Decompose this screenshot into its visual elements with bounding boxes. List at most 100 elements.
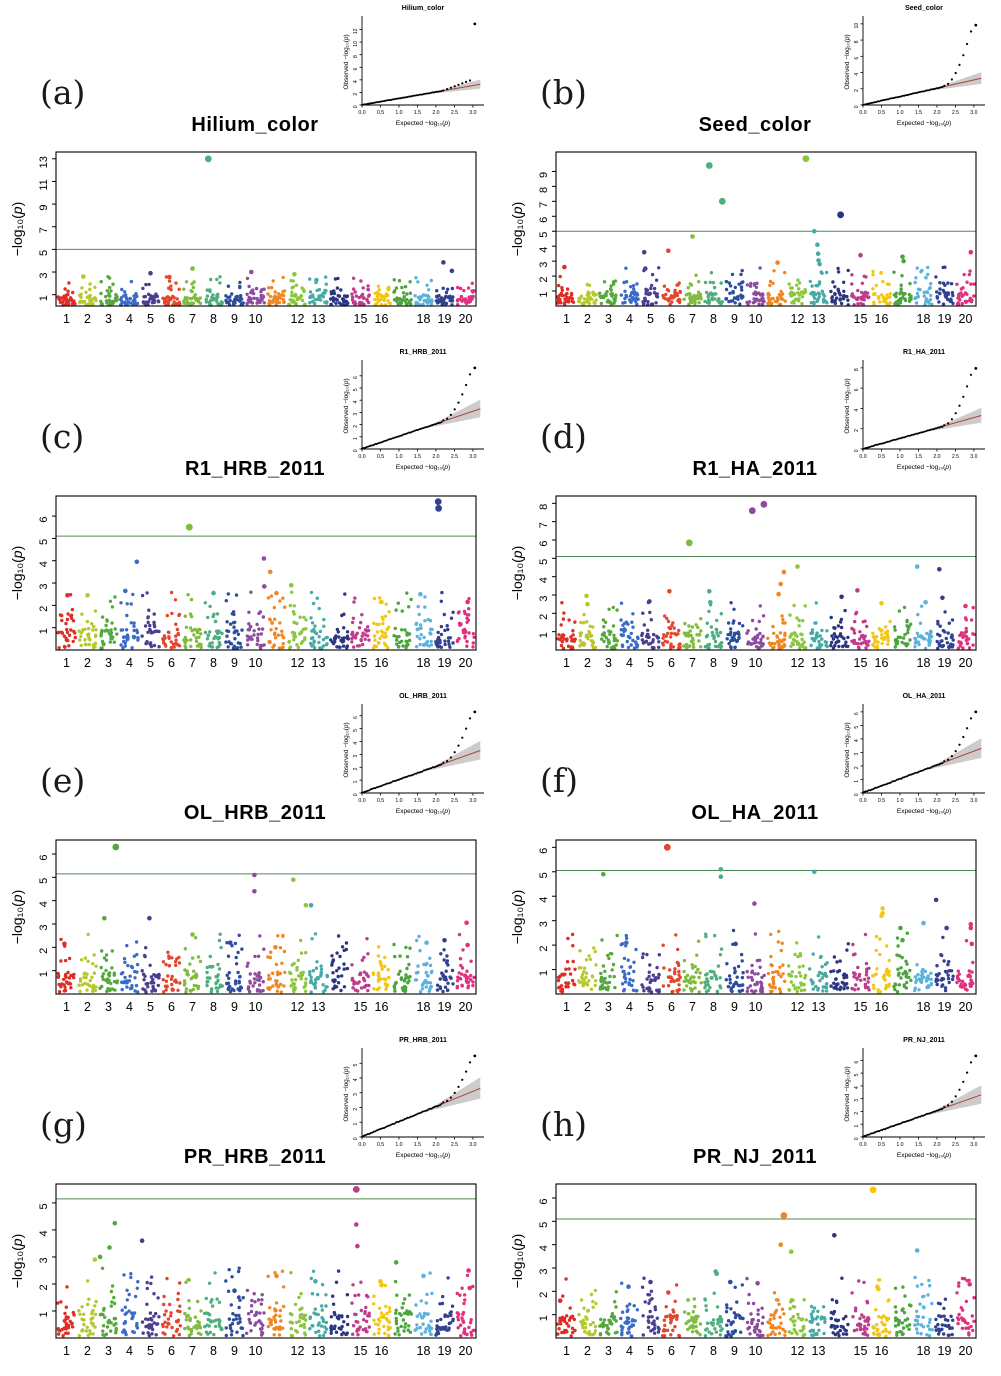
svg-text:15: 15	[854, 1000, 868, 1014]
svg-text:6: 6	[854, 712, 860, 715]
svg-text:10: 10	[249, 1000, 263, 1014]
svg-text:4: 4	[538, 577, 550, 583]
svg-text:0.5: 0.5	[878, 110, 885, 116]
svg-text:10: 10	[749, 312, 763, 326]
svg-text:8: 8	[353, 55, 359, 58]
svg-text:2: 2	[353, 1108, 359, 1111]
svg-text:6: 6	[668, 656, 675, 670]
svg-text:16: 16	[875, 312, 889, 326]
plot-frame	[555, 495, 977, 651]
svg-text:7: 7	[189, 1000, 196, 1014]
svg-text:2.0: 2.0	[933, 454, 940, 460]
svg-text:0.5: 0.5	[377, 1142, 384, 1148]
svg-text:16: 16	[875, 656, 889, 670]
svg-text:19: 19	[938, 1000, 952, 1014]
svg-text:18: 18	[917, 1000, 931, 1014]
panel-title-h: PR_NJ_2011	[693, 1146, 817, 1168]
svg-text:2.0: 2.0	[432, 798, 439, 804]
panel-letter-h: (h)	[540, 1105, 588, 1144]
svg-text:4: 4	[626, 312, 633, 326]
svg-text:1.5: 1.5	[915, 798, 922, 804]
svg-text:1: 1	[563, 1000, 570, 1014]
qq-title: PR_NJ_2011	[903, 1037, 945, 1044]
svg-text:1: 1	[38, 628, 50, 634]
svg-text:3: 3	[538, 595, 550, 601]
qq-inset-plot-b: 0.0 0.5 1.0 1.5 2.0 2.5 3.0 0 2 4 6 8 10 Seed_color Ex…	[844, 5, 985, 127]
qq-title: R1_HA_2011	[903, 349, 945, 356]
svg-text:4: 4	[38, 901, 50, 907]
qq-title: R1_HRB_2011	[399, 349, 446, 356]
svg-text:2.0: 2.0	[432, 110, 439, 116]
svg-text:4: 4	[854, 739, 860, 742]
svg-text:3: 3	[105, 656, 112, 670]
noise-points	[556, 265, 976, 307]
svg-text:12: 12	[291, 1000, 305, 1014]
svg-text:1: 1	[563, 312, 570, 326]
svg-text:3.0: 3.0	[469, 110, 476, 116]
svg-text:1.5: 1.5	[414, 1142, 421, 1148]
svg-text:12: 12	[791, 312, 805, 326]
svg-text:20: 20	[459, 656, 473, 670]
svg-text:2: 2	[84, 312, 91, 326]
panel-title-a: Hilium_color	[191, 114, 319, 136]
svg-text:1: 1	[353, 780, 359, 783]
svg-text:10: 10	[749, 656, 763, 670]
plot-frame	[55, 1183, 477, 1339]
svg-text:5: 5	[353, 1063, 359, 1066]
svg-text:3: 3	[605, 656, 612, 670]
svg-text:0.0: 0.0	[859, 454, 866, 460]
svg-text:Observed −log₁₀(p): Observed −log₁₀(p)	[343, 34, 350, 89]
svg-text:11: 11	[38, 179, 50, 190]
notable-points	[62, 843, 470, 950]
svg-text:9: 9	[231, 1000, 238, 1014]
svg-text:0.0: 0.0	[358, 454, 365, 460]
svg-text:3: 3	[605, 312, 612, 326]
qq-title: PR_HRB_2011	[399, 1037, 447, 1044]
svg-text:12: 12	[791, 1000, 805, 1014]
svg-text:8: 8	[538, 504, 550, 510]
svg-text:8: 8	[538, 187, 550, 193]
svg-text:2: 2	[584, 656, 591, 670]
notable-points	[81, 155, 455, 283]
qq-title: Seed_color	[905, 5, 943, 12]
svg-text:15: 15	[354, 312, 368, 326]
svg-text:9: 9	[38, 205, 50, 211]
svg-text:Observed −log₁₀(p): Observed −log₁₀(p)	[844, 34, 851, 89]
panel-letter-c: (c)	[40, 417, 85, 456]
svg-text:0.5: 0.5	[377, 110, 384, 116]
svg-text:1: 1	[63, 312, 70, 326]
qq-inset-plot-f: 0.0 0.5 1.0 1.5 2.0 2.5 3.0 0 1 2 3 4 5 6 OL_HA_2011 Ex…	[844, 693, 985, 815]
notable-points	[601, 843, 975, 947]
svg-text:4: 4	[854, 409, 860, 412]
svg-text:4: 4	[126, 312, 133, 326]
svg-text:13: 13	[312, 312, 326, 326]
svg-text:7: 7	[689, 656, 696, 670]
svg-text:9: 9	[538, 172, 550, 178]
svg-text:2.5: 2.5	[952, 798, 959, 804]
notable-points	[65, 498, 470, 605]
svg-text:3.0: 3.0	[469, 454, 476, 460]
svg-text:7: 7	[538, 522, 550, 528]
svg-text:4: 4	[38, 561, 50, 567]
svg-text:19: 19	[938, 656, 952, 670]
svg-text:2.5: 2.5	[952, 110, 959, 116]
svg-text:6: 6	[668, 1000, 675, 1014]
svg-text:3: 3	[353, 755, 359, 758]
qq-points	[361, 1054, 477, 1138]
svg-text:15: 15	[854, 312, 868, 326]
noise-points	[56, 932, 476, 994]
panel-e: (e) OL_HRB_2011 0.0 0.5 1.0 1.5 2.0 2.5 3.0 0 1 2…	[0, 688, 500, 1032]
svg-text:5: 5	[647, 656, 654, 670]
svg-text:4: 4	[353, 400, 359, 403]
svg-text:16: 16	[375, 312, 389, 326]
svg-text:3: 3	[538, 262, 550, 268]
svg-text:20: 20	[959, 1000, 973, 1014]
svg-text:8: 8	[710, 1000, 717, 1014]
qq-points	[862, 23, 978, 106]
qq-inset-plot-c: 0.0 0.5 1.0 1.5 2.0 2.5 3.0 0 1 2 3 4 5 6 R1_HRB_2011 E…	[343, 349, 484, 471]
noise-points	[556, 928, 975, 994]
svg-text:5: 5	[147, 312, 154, 326]
svg-text:5: 5	[147, 656, 154, 670]
